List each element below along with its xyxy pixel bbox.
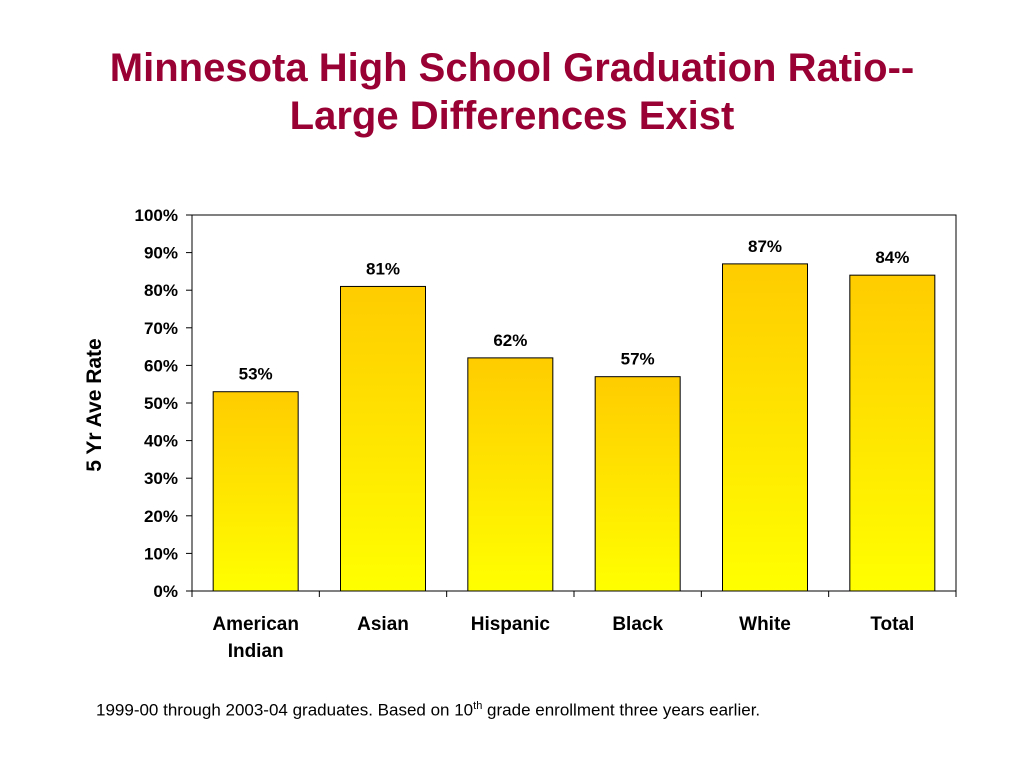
x-tick-label: Hispanic	[471, 614, 551, 635]
x-tick-label-line: Black	[612, 614, 663, 635]
y-tick-label: 40%	[144, 432, 178, 451]
bar	[212, 391, 299, 592]
x-tick-label-line: American	[212, 614, 299, 635]
data-label: 53%	[239, 365, 273, 384]
bar	[722, 263, 808, 592]
slide-title-line-2: Large Differences Exist	[289, 94, 735, 138]
y-tick-label: 90%	[144, 244, 178, 263]
footnote-text: 1999-00 through 2003-04 graduates. Based…	[96, 700, 474, 720]
y-tick-label: 30%	[144, 469, 178, 488]
x-tick-label: Total	[870, 614, 914, 635]
footnote: 1999-00 through 2003-04 graduates. Based…	[96, 700, 760, 721]
y-tick-label: 60%	[144, 356, 178, 375]
y-axis-title: 5 Yr Ave Rate	[83, 338, 106, 471]
footnote-text-end: grade enrollment three years earlier.	[482, 700, 761, 720]
x-tick-label-line: Total	[870, 614, 914, 635]
bar	[849, 274, 936, 592]
plot-area: 0% 10% 20% 30% 40% 50% 60% 70% 80% 90% 100% 53% Amer…	[83, 206, 957, 662]
x-tick-label-line: White	[739, 614, 791, 635]
bar	[467, 357, 554, 592]
plot-frame	[191, 214, 957, 592]
y-tick-label: 70%	[144, 319, 178, 338]
data-label: 57%	[621, 350, 655, 369]
y-tick-label: 80%	[144, 281, 178, 300]
data-label: 84%	[875, 248, 909, 267]
x-tick-label-line: Indian	[228, 641, 284, 662]
data-label: 62%	[493, 331, 527, 350]
bar	[340, 285, 426, 592]
x-tick-label-line: Asian	[357, 614, 409, 635]
y-tick-label: 100%	[135, 206, 178, 225]
slide-title: Minnesota High School Graduation Ratio--…	[0, 44, 1024, 140]
y-tick-label: 50%	[144, 394, 178, 413]
slide-title-line-1: Minnesota High School Graduation Ratio--	[109, 46, 915, 90]
y-tick-label: 20%	[144, 507, 178, 526]
x-tick-label: Black	[612, 614, 663, 635]
x-tick-label: American Indian	[212, 614, 299, 662]
bar	[594, 376, 681, 592]
footnote-superscript: th	[473, 700, 483, 712]
x-tick-label: White	[739, 614, 791, 635]
x-tick-label: Asian	[357, 614, 409, 635]
y-tick-label: 0%	[153, 582, 178, 601]
data-label: 87%	[748, 237, 782, 256]
data-label: 81%	[366, 259, 400, 278]
y-tick-label: 10%	[144, 544, 178, 563]
x-tick-label-line: Hispanic	[471, 614, 551, 635]
